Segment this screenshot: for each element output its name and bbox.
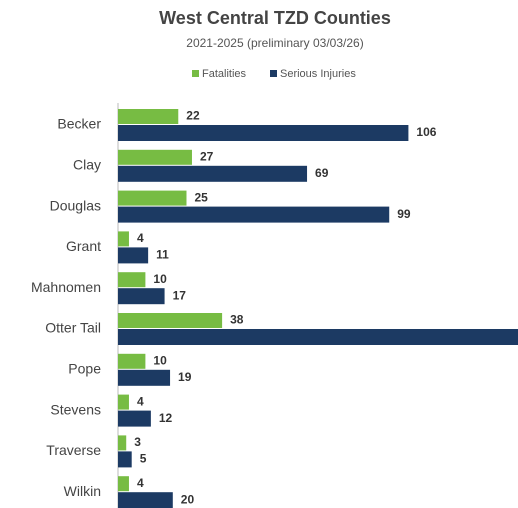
value-label: 27 (200, 149, 214, 163)
bar (118, 247, 149, 264)
chart-subtitle: 2021-2025 (preliminary 03/03/26) (186, 36, 363, 50)
legend-label: Fatalities (202, 68, 247, 80)
y-tick-label: Mahnomen (31, 279, 101, 295)
legend-swatch (192, 70, 199, 77)
y-tick-label: Clay (73, 157, 101, 173)
y-tick-label: Becker (57, 116, 101, 132)
chart-title: West Central TZD Counties (159, 8, 391, 28)
value-label: 11 (156, 248, 169, 262)
y-tick-label: Stevens (50, 401, 101, 417)
value-label: 10 (153, 353, 167, 367)
value-label: 22 (186, 109, 200, 123)
legend-swatch (270, 70, 277, 77)
value-label: 4 (137, 231, 144, 245)
legend-label: Serious Injuries (280, 68, 356, 80)
bar (118, 190, 187, 206)
value-label: 5 (140, 452, 147, 466)
value-label: 20 (181, 492, 195, 506)
bar (118, 451, 132, 468)
bar (118, 231, 129, 247)
value-label: 4 (137, 476, 144, 490)
value-label: 106 (416, 125, 436, 139)
bar (118, 435, 127, 451)
bar (118, 109, 179, 124)
value-label: 19 (178, 370, 192, 384)
bar (118, 353, 146, 369)
value-label: 10 (153, 272, 167, 286)
bar (118, 476, 129, 492)
value-label: 25 (194, 190, 208, 204)
bar (118, 492, 173, 508)
y-tick-label: Traverse (46, 442, 101, 458)
y-tick-label: Grant (66, 238, 101, 254)
value-label: 3 (134, 435, 141, 449)
bar (118, 313, 223, 328)
value-label: 4 (137, 394, 144, 408)
bar (118, 165, 308, 182)
value-label: 12 (159, 411, 173, 425)
value-label: 99 (397, 207, 411, 221)
value-label: 38 (230, 313, 244, 327)
bar (118, 125, 409, 141)
bar (118, 329, 518, 345)
y-tick-label: Wilkin (64, 483, 101, 499)
bar (118, 394, 129, 410)
y-tick-label: Douglas (50, 197, 101, 213)
bar (118, 369, 171, 386)
bar (118, 288, 165, 305)
bar (118, 272, 146, 288)
bar (118, 410, 151, 427)
y-tick-label: Otter Tail (45, 320, 101, 336)
bar (118, 206, 390, 223)
value-label: 69 (315, 166, 329, 180)
y-tick-label: Pope (68, 361, 101, 377)
bar (118, 149, 192, 165)
value-label: 17 (173, 288, 187, 302)
